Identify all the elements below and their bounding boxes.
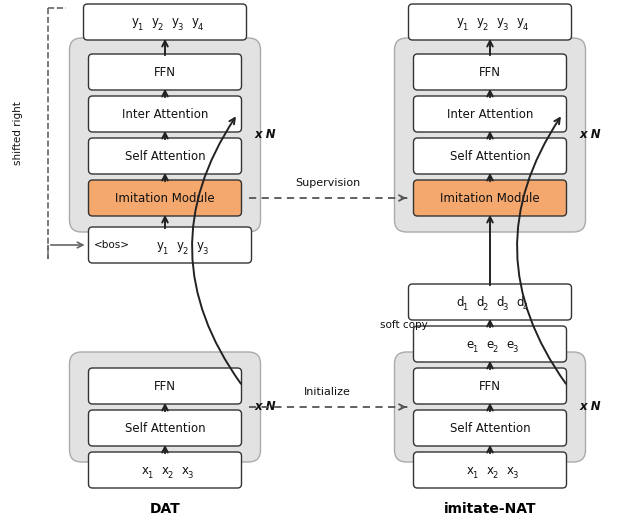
FancyBboxPatch shape <box>413 180 566 216</box>
Text: 3: 3 <box>188 472 193 480</box>
Text: d: d <box>456 295 464 308</box>
Text: y: y <box>157 239 163 252</box>
Text: x: x <box>486 464 493 477</box>
Text: x N: x N <box>579 129 601 142</box>
Text: 2: 2 <box>157 23 163 32</box>
Text: 4: 4 <box>522 304 527 313</box>
Text: x: x <box>161 464 168 477</box>
FancyBboxPatch shape <box>88 227 252 263</box>
FancyBboxPatch shape <box>88 452 241 488</box>
Text: x N: x N <box>255 401 276 414</box>
FancyBboxPatch shape <box>88 96 241 132</box>
FancyBboxPatch shape <box>408 4 572 40</box>
Text: <bos>: <bos> <box>94 240 130 250</box>
Text: FFN: FFN <box>479 379 501 392</box>
Text: 3: 3 <box>512 472 518 480</box>
Text: 2: 2 <box>492 472 498 480</box>
Text: y: y <box>516 16 524 29</box>
Text: FFN: FFN <box>154 379 176 392</box>
Text: DAT: DAT <box>150 502 180 516</box>
Text: Self Attention: Self Attention <box>450 150 531 163</box>
FancyBboxPatch shape <box>413 410 566 446</box>
Text: y: y <box>131 16 138 29</box>
Text: Self Attention: Self Attention <box>450 421 531 435</box>
Text: y: y <box>497 16 504 29</box>
Text: Supervision: Supervision <box>295 178 360 188</box>
Text: y: y <box>172 16 179 29</box>
Text: 1: 1 <box>163 246 168 255</box>
FancyBboxPatch shape <box>70 352 260 462</box>
Text: 2: 2 <box>492 345 498 354</box>
FancyBboxPatch shape <box>413 54 566 90</box>
FancyBboxPatch shape <box>413 452 566 488</box>
FancyBboxPatch shape <box>88 54 241 90</box>
Text: 2: 2 <box>483 304 488 313</box>
Text: d: d <box>516 295 524 308</box>
Text: FFN: FFN <box>154 66 176 79</box>
Text: y: y <box>152 16 159 29</box>
FancyBboxPatch shape <box>88 138 241 174</box>
Text: Initialize: Initialize <box>304 387 351 397</box>
Text: 1: 1 <box>462 304 468 313</box>
Text: y: y <box>196 239 204 252</box>
Text: shifted right: shifted right <box>13 102 23 166</box>
Text: x N: x N <box>579 401 601 414</box>
Text: Imitation Module: Imitation Module <box>440 192 540 205</box>
Text: 3: 3 <box>502 304 508 313</box>
Text: y: y <box>191 16 198 29</box>
FancyBboxPatch shape <box>394 38 586 232</box>
Text: soft copy: soft copy <box>380 320 428 330</box>
FancyBboxPatch shape <box>88 410 241 446</box>
Text: 4: 4 <box>522 23 527 32</box>
Text: e: e <box>486 338 493 351</box>
Text: 3: 3 <box>502 23 508 32</box>
Text: imitate-NAT: imitate-NAT <box>444 502 536 516</box>
Text: 1: 1 <box>462 23 468 32</box>
FancyBboxPatch shape <box>88 368 241 404</box>
Text: y: y <box>477 16 483 29</box>
Text: e: e <box>467 338 474 351</box>
Text: e: e <box>506 338 514 351</box>
Text: y: y <box>177 239 184 252</box>
Text: d: d <box>476 295 484 308</box>
Text: 2: 2 <box>168 472 173 480</box>
Text: d: d <box>496 295 504 308</box>
Text: 3: 3 <box>177 23 182 32</box>
Text: x: x <box>506 464 513 477</box>
Text: Inter Attention: Inter Attention <box>447 107 533 120</box>
Text: Imitation Module: Imitation Module <box>115 192 215 205</box>
Text: 1: 1 <box>147 472 152 480</box>
FancyBboxPatch shape <box>83 4 246 40</box>
Text: 2: 2 <box>483 23 488 32</box>
Text: 1: 1 <box>138 23 143 32</box>
FancyBboxPatch shape <box>408 284 572 320</box>
FancyBboxPatch shape <box>88 180 241 216</box>
Text: x: x <box>467 464 474 477</box>
Text: x: x <box>141 464 148 477</box>
FancyBboxPatch shape <box>413 96 566 132</box>
Text: x N: x N <box>255 129 276 142</box>
Text: 1: 1 <box>472 472 477 480</box>
Text: Self Attention: Self Attention <box>125 150 205 163</box>
Text: x: x <box>182 464 189 477</box>
Text: Self Attention: Self Attention <box>125 421 205 435</box>
Text: 2: 2 <box>182 246 188 255</box>
FancyBboxPatch shape <box>394 352 586 462</box>
FancyBboxPatch shape <box>70 38 260 232</box>
Text: 1: 1 <box>472 345 477 354</box>
Text: FFN: FFN <box>479 66 501 79</box>
Text: Inter Attention: Inter Attention <box>122 107 208 120</box>
Text: y: y <box>456 16 463 29</box>
Text: 3: 3 <box>202 246 208 255</box>
FancyBboxPatch shape <box>413 368 566 404</box>
FancyBboxPatch shape <box>413 326 566 362</box>
Text: 4: 4 <box>197 23 203 32</box>
FancyBboxPatch shape <box>413 138 566 174</box>
Text: 3: 3 <box>512 345 518 354</box>
